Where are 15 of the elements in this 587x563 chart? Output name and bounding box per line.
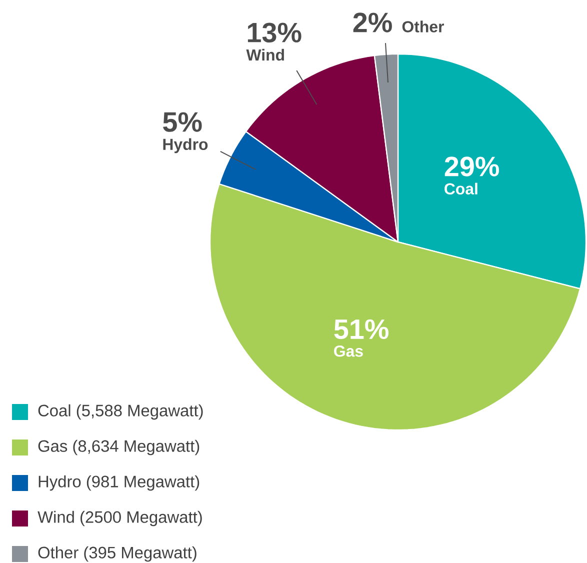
legend-label: Other (395 Megawatt) [38, 546, 196, 562]
data-label: 5% [163, 112, 202, 132]
data-label: 51% [334, 319, 388, 340]
legend-label: Gas (8,634 Megawatt) [38, 440, 200, 456]
data-label: 2% [353, 12, 392, 32]
data-label: 29% [444, 156, 499, 176]
text: Hydro [163, 138, 208, 154]
legend-label: Hydro (981 Megawatt) [38, 475, 200, 491]
data-label: 13% [248, 22, 302, 42]
text: Other [402, 20, 444, 32]
text: Wind [246, 48, 284, 61]
legend-label: Wind (2500 Megawatt) [38, 510, 202, 526]
legend-label: Coal (5,588 Megawatt) [38, 404, 203, 420]
text: Coal [444, 182, 478, 194]
text: Gas [334, 346, 363, 357]
